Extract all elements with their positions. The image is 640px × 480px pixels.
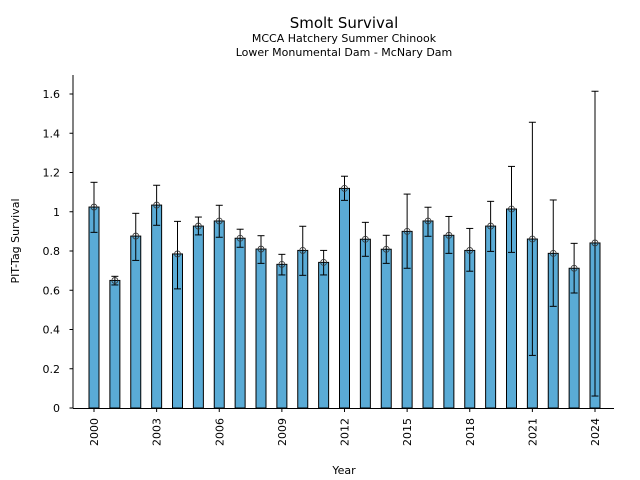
bar-2017 (443, 234, 455, 409)
bars-group (88, 187, 601, 409)
x-axis-label: Year (331, 464, 356, 477)
y-ticks-group: 0 0.2 0.4 0.6 0.8 1 1.2 1.4 1.6 (43, 88, 73, 415)
point-marker-2009 (278, 260, 286, 268)
y-tick-label: 0.2 (43, 363, 61, 376)
bar-2002 (130, 235, 142, 409)
bar-2001 (109, 279, 121, 409)
y-tick-label: 1.6 (43, 88, 61, 101)
y-tick-label: 0.8 (43, 245, 61, 258)
bar-2005 (192, 225, 204, 409)
point-marker-2004 (174, 250, 181, 258)
x-tick-label: 2021 (526, 418, 539, 446)
bar-2003 (151, 204, 163, 409)
bar-2018 (464, 249, 476, 409)
bar-2000 (88, 206, 100, 409)
x-tick-label: 2024 (589, 418, 602, 446)
x-ticks-group: 2000 2003 2006 2009 2012 2015 2018 2021 2024 (88, 408, 602, 446)
point-marker-2023 (570, 264, 578, 272)
x-tick-label: 2003 (151, 418, 164, 446)
point-marker-2016 (424, 217, 432, 225)
y-tick-label: 0.6 (43, 284, 61, 297)
bar-2006 (213, 220, 225, 409)
bar-2012 (339, 187, 350, 409)
point-marker-2015 (403, 227, 411, 235)
point-marker-2010 (299, 247, 307, 254)
point-marker-2000 (90, 203, 98, 211)
point-marker-2001 (111, 277, 119, 284)
point-marker-2019 (487, 222, 495, 230)
bar-2019 (485, 225, 497, 409)
x-tick-label: 2000 (88, 418, 101, 446)
x-tick-label: 2012 (339, 418, 352, 446)
point-marker-2002 (132, 232, 140, 240)
point-marker-2017 (445, 231, 453, 239)
point-marker-2005 (194, 222, 202, 230)
bar-2009 (276, 263, 288, 409)
point-marker-2020 (508, 205, 515, 213)
bar-2007 (234, 237, 246, 409)
y-axis-label: PIT-Tag Survival (9, 198, 22, 283)
chart-subtitle-line-2: Lower Monumental Dam - McNary Dam (236, 46, 453, 59)
x-tick-label: 2009 (276, 418, 289, 446)
point-marker-2007 (236, 234, 244, 242)
bar-2013 (359, 238, 371, 409)
point-marker-2006 (215, 217, 223, 225)
bar-2014 (380, 248, 392, 409)
point-marker-2011 (320, 258, 328, 266)
y-tick-label: 1.4 (43, 127, 61, 140)
bar-2008 (255, 248, 267, 409)
point-marker-2021 (528, 235, 536, 243)
point-marker-2003 (153, 201, 161, 209)
bar-2016 (422, 220, 434, 409)
point-marker-2008 (257, 245, 265, 253)
errorbars-group (90, 90, 599, 397)
x-tick-label: 2018 (464, 418, 477, 446)
point-marker-2012 (341, 184, 348, 192)
point-marker-2024 (591, 239, 599, 247)
point-marker-2018 (466, 247, 474, 254)
y-tick-label: 1.2 (43, 167, 61, 180)
y-tick-label: 1 (53, 206, 60, 219)
chart-subtitle-line-1: MCCA Hatchery Summer Chinook (252, 32, 437, 45)
markers-group (90, 184, 599, 284)
point-marker-2013 (361, 235, 369, 243)
point-marker-2014 (382, 245, 390, 253)
y-tick-label: 0.4 (43, 324, 61, 337)
point-marker-2022 (549, 249, 557, 257)
x-tick-label: 2006 (213, 418, 226, 446)
y-tick-label: 0 (53, 402, 60, 415)
bar-2011 (318, 261, 330, 409)
x-tick-label: 2015 (401, 418, 414, 446)
chart-title: Smolt Survival (290, 14, 399, 32)
